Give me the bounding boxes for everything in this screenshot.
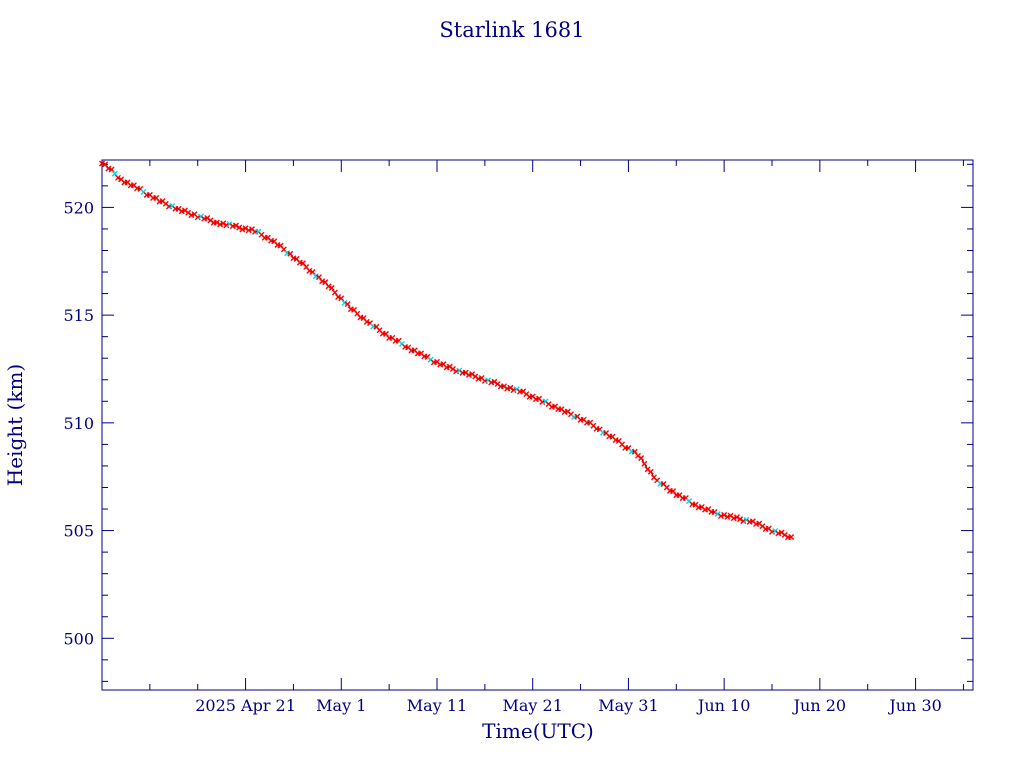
data-point [331, 289, 338, 296]
y-tick-label: 520 [63, 198, 94, 217]
data-point [213, 219, 220, 226]
x-tick-label: Jun 20 [792, 696, 846, 715]
data-point [233, 222, 239, 229]
data-point [306, 267, 313, 274]
data-point [217, 221, 224, 228]
data-point [733, 514, 740, 521]
data-point [730, 515, 737, 522]
data-point [737, 516, 744, 523]
data-point [363, 318, 370, 325]
y-axis-ticks: 500 505 510 515 520 [63, 163, 973, 682]
x-tick-label: May 1 [316, 696, 366, 715]
x-tick-label: 2025 Apr 21 [195, 696, 296, 715]
y-tick-label: 515 [63, 306, 94, 325]
data-point [717, 513, 724, 520]
data-point [711, 509, 718, 516]
y-axis-label: Height (km) [3, 364, 27, 486]
data-point [236, 224, 243, 231]
data-point [223, 222, 230, 229]
data-point [242, 225, 249, 232]
x-tick-label: May 11 [407, 696, 467, 715]
data-point [220, 220, 227, 227]
data-point [740, 518, 747, 525]
data-point [721, 511, 728, 518]
data-point [226, 221, 233, 228]
data-point [714, 511, 721, 518]
data-point [239, 226, 246, 233]
data-point [338, 295, 345, 302]
data-point [287, 250, 294, 257]
x-axis-label: Time(UTC) [482, 719, 594, 743]
data-point [325, 283, 332, 290]
plot-frame [101, 159, 974, 691]
y-tick-label: 505 [63, 522, 94, 541]
data-point [245, 227, 252, 234]
data-point [724, 513, 731, 520]
data-point [788, 534, 795, 541]
data-point [114, 174, 121, 181]
data-point [328, 284, 335, 291]
data-point [647, 468, 654, 475]
x-axis-ticks: 2025 Apr 21 May 1 May 11 May 21 May 31 Jun 10… [101, 160, 964, 715]
data-point [344, 301, 351, 308]
y-tick-label: 500 [63, 629, 94, 648]
data-point [743, 516, 750, 523]
data-point [638, 455, 645, 462]
x-tick-label: Jun 30 [887, 696, 941, 715]
data-point [641, 460, 648, 467]
x-tick-label: May 21 [503, 696, 563, 715]
series-height [99, 160, 795, 541]
x-tick-label: May 31 [598, 696, 658, 715]
x-tick-label: Jun 10 [696, 696, 750, 715]
chart-title: Starlink 1681 [439, 18, 584, 42]
data-point [341, 299, 348, 306]
data-point [335, 294, 342, 301]
y-tick-label: 510 [63, 414, 94, 433]
